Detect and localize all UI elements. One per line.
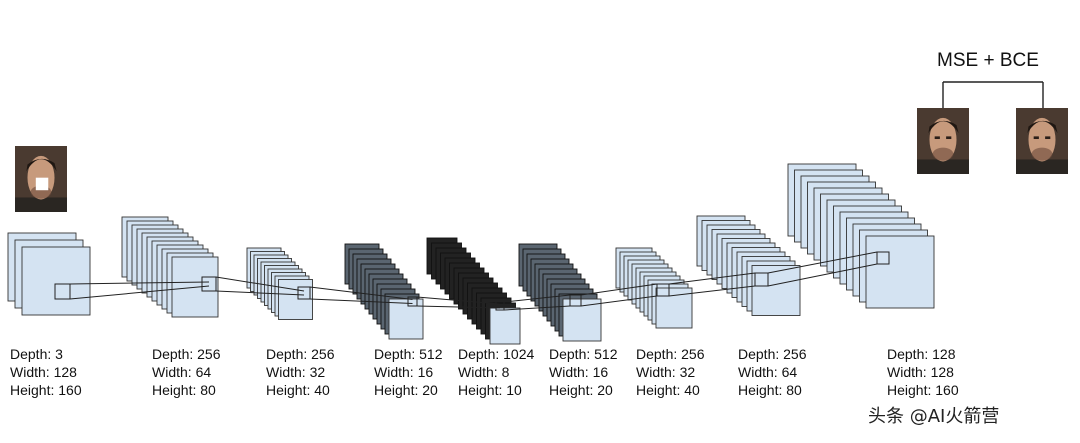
layer-2-depth: Depth: 256 xyxy=(152,346,221,362)
loss-label: MSE + BCE xyxy=(937,50,1039,71)
layer-6-depth: Depth: 512 xyxy=(549,346,618,362)
feature-map xyxy=(388,298,424,340)
kernel-box xyxy=(656,283,670,297)
face-hair xyxy=(26,158,57,172)
feature-map xyxy=(171,256,219,318)
layer-6-height: Height: 20 xyxy=(549,382,613,398)
layer-3-height: Height: 40 xyxy=(266,382,330,398)
kernel-box xyxy=(407,296,418,307)
layer-7-height: Height: 40 xyxy=(636,382,700,398)
layer-2-stack xyxy=(121,216,219,318)
face-eye xyxy=(1045,136,1051,140)
layer-9-height: Height: 160 xyxy=(887,382,959,398)
face-eye xyxy=(946,136,952,140)
layer-6-stack xyxy=(518,243,602,342)
face-hair xyxy=(928,120,959,134)
layer-4-stack xyxy=(344,243,424,340)
layer-5-stack xyxy=(426,237,521,345)
feature-map xyxy=(865,235,935,309)
projection-line xyxy=(215,276,305,292)
loss-bracket xyxy=(942,81,1044,108)
projection-line xyxy=(503,294,571,303)
layer-2-height: Height: 80 xyxy=(152,382,216,398)
projection-line xyxy=(767,251,878,274)
kernel-box xyxy=(754,272,769,287)
layer-8-height: Height: 80 xyxy=(738,382,802,398)
layer-4-height: Height: 20 xyxy=(374,382,438,398)
layer-3-depth: Depth: 256 xyxy=(266,346,335,362)
feature-map xyxy=(489,307,521,345)
projection-line xyxy=(309,298,413,304)
kernel-box xyxy=(201,276,217,292)
projection-line xyxy=(416,296,501,305)
projection-line xyxy=(416,305,501,309)
face-hair xyxy=(1027,120,1058,134)
projection-line xyxy=(580,283,658,296)
layer-4-width: Width: 16 xyxy=(374,364,434,380)
face-shirt xyxy=(1016,159,1068,174)
layer-1-depth: Depth: 3 xyxy=(10,346,63,362)
face-beard xyxy=(1031,147,1053,161)
kernel-box xyxy=(569,294,582,307)
layer-8-depth: Depth: 256 xyxy=(738,346,807,362)
kernel-box xyxy=(297,286,311,300)
layer-8-stack xyxy=(696,215,801,316)
face-eye xyxy=(934,136,940,140)
kernel-box xyxy=(876,251,890,265)
layer-2-width: Width: 64 xyxy=(152,364,212,380)
layer-7-depth: Depth: 256 xyxy=(636,346,705,362)
reconstructed-face-image xyxy=(917,108,969,174)
layer-3-width: Width: 32 xyxy=(266,364,326,380)
layer-8-width: Width: 64 xyxy=(738,364,798,380)
layer-1-width: Width: 128 xyxy=(10,364,77,380)
projection-line xyxy=(580,295,658,307)
layer-6-width: Width: 16 xyxy=(549,364,609,380)
projection-line xyxy=(503,305,571,311)
layer-5-depth: Depth: 1024 xyxy=(458,346,535,362)
layer-1-stack xyxy=(7,232,91,316)
occlusion-mask xyxy=(35,177,49,191)
layer-9-depth: Depth: 128 xyxy=(887,346,956,362)
face-eye xyxy=(1033,136,1039,140)
projection-line xyxy=(767,263,878,287)
layer-1-height: Height: 160 xyxy=(10,382,82,398)
layer-5-width: Width: 8 xyxy=(458,364,510,380)
projection-line xyxy=(309,286,413,300)
layer-5-height: Height: 10 xyxy=(458,382,522,398)
input-face-image xyxy=(15,146,67,212)
target-face-image xyxy=(1016,108,1068,174)
projection-line xyxy=(668,272,756,285)
feature-map xyxy=(21,246,91,316)
feature-map-layers xyxy=(7,163,935,345)
feature-map xyxy=(562,298,602,342)
layer-9-stack xyxy=(787,163,935,309)
layer-7-width: Width: 32 xyxy=(636,364,696,380)
feature-map xyxy=(655,287,693,329)
projection-line xyxy=(69,281,210,285)
layer-9-width: Width: 128 xyxy=(887,364,954,380)
feature-map xyxy=(751,265,801,316)
face-shirt xyxy=(15,197,67,212)
face-beard xyxy=(932,147,954,161)
face-shirt xyxy=(917,159,969,174)
projection-line xyxy=(69,285,210,300)
kernel-box xyxy=(54,283,71,300)
kernel-box xyxy=(495,301,505,311)
layer-4-depth: Depth: 512 xyxy=(374,346,443,362)
watermark: 头条 @AI火箭营 xyxy=(868,406,1000,427)
projection-line xyxy=(668,285,756,297)
projection-line xyxy=(215,290,305,296)
layer-connections xyxy=(54,251,890,311)
